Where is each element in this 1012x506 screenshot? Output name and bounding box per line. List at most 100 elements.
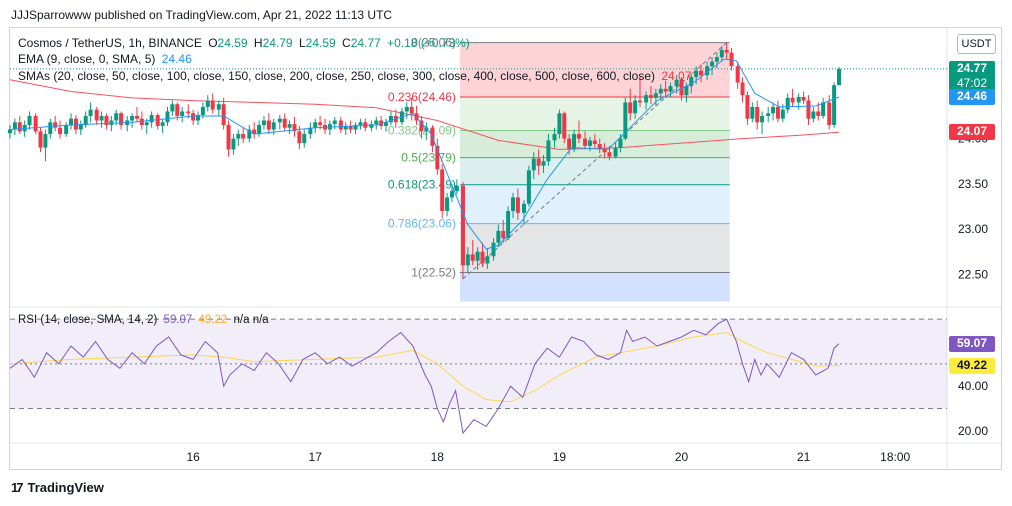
candle[interactable] [404,106,409,112]
candle[interactable] [719,49,724,58]
legend-rsi[interactable]: RSI (14, close, SMA, 14, 2) 59.07 49.22 … [18,314,269,326]
candle[interactable] [724,49,729,53]
candle[interactable] [17,122,22,132]
candle[interactable] [435,145,440,170]
candle[interactable] [480,251,485,264]
candle[interactable] [252,129,257,135]
candle[interactable] [618,138,623,148]
candle[interactable] [536,158,541,166]
candle[interactable] [175,104,180,116]
candle[interactable] [699,70,704,76]
candle[interactable] [216,104,221,110]
candle[interactable] [668,86,673,92]
candle[interactable] [710,61,715,67]
candle[interactable] [58,127,63,135]
candle[interactable] [308,127,313,135]
candle[interactable] [99,115,104,121]
candle[interactable] [816,111,821,116]
candle[interactable] [186,111,191,114]
candle[interactable] [261,120,266,126]
rsi-sma-line[interactable] [9,332,840,403]
candle[interactable] [236,134,241,139]
candle[interactable] [663,88,668,92]
candle[interactable] [83,115,88,126]
candle[interactable] [780,109,785,119]
candle[interactable] [522,203,527,213]
candle[interactable] [271,122,276,130]
candle[interactable] [684,86,689,96]
candle[interactable] [358,122,363,126]
candle[interactable] [440,169,445,211]
rsi-line[interactable] [9,318,840,435]
candle[interactable] [567,138,572,150]
currency-unit-button[interactable]: USDT [957,34,996,54]
candle[interactable] [506,210,511,239]
candle[interactable] [73,118,78,130]
candle[interactable] [266,120,271,130]
candle[interactable] [200,106,205,116]
candle[interactable] [205,100,210,107]
candle[interactable] [53,122,58,128]
candle[interactable] [541,161,546,166]
candle[interactable] [760,115,765,123]
candle[interactable] [827,102,832,126]
candle[interactable] [257,125,262,135]
candle[interactable] [628,102,633,114]
candle[interactable] [745,95,750,119]
candle[interactable] [454,185,459,192]
candle[interactable] [388,115,393,123]
candle[interactable] [282,118,287,128]
candle[interactable] [515,197,520,213]
candle[interactable] [292,124,297,132]
candle[interactable] [679,79,684,96]
candle[interactable] [806,100,811,119]
candle[interactable] [130,115,135,121]
candle[interactable] [785,97,790,110]
candle[interactable] [196,115,201,121]
candle[interactable] [623,102,628,139]
candle[interactable] [231,138,236,150]
candle[interactable] [460,185,465,266]
candle[interactable] [170,104,175,112]
candle[interactable] [796,96,801,103]
candle[interactable] [633,100,638,114]
candle[interactable] [241,134,246,139]
tradingview-logo[interactable]: 17 TradingView [11,480,104,495]
candle[interactable] [740,82,745,96]
candle[interactable] [277,118,282,123]
candle[interactable] [470,254,475,261]
candle[interactable] [43,134,48,148]
candle[interactable] [576,134,581,139]
candle[interactable] [94,109,99,121]
candle[interactable] [755,106,760,123]
candle[interactable] [210,100,215,110]
legend-ema[interactable]: EMA (9, close, 0, SMA, 5) 24.46 [18,52,192,66]
candle[interactable] [658,88,663,94]
candle[interactable] [501,230,506,239]
candle[interactable] [419,120,424,132]
candle[interactable] [119,113,124,126]
candle[interactable] [149,115,154,123]
candle[interactable] [353,125,358,130]
candle[interactable] [602,149,607,153]
candle[interactable] [766,113,771,116]
candle[interactable] [531,158,536,171]
candle[interactable] [546,140,551,162]
candle[interactable] [165,111,170,123]
candle[interactable] [821,102,826,116]
candle[interactable] [247,129,252,139]
candle[interactable] [694,70,699,78]
candle[interactable] [449,191,454,198]
candle[interactable] [705,66,710,76]
candle[interactable] [338,120,343,130]
candle[interactable] [318,122,323,126]
candle[interactable] [511,197,516,211]
candle[interactable] [729,52,734,67]
candle[interactable] [801,96,806,101]
candle[interactable] [180,111,185,116]
candle[interactable] [587,140,592,146]
candle[interactable] [557,113,562,135]
candle[interactable] [38,131,43,148]
candle[interactable] [8,129,12,134]
candle[interactable] [714,57,719,62]
